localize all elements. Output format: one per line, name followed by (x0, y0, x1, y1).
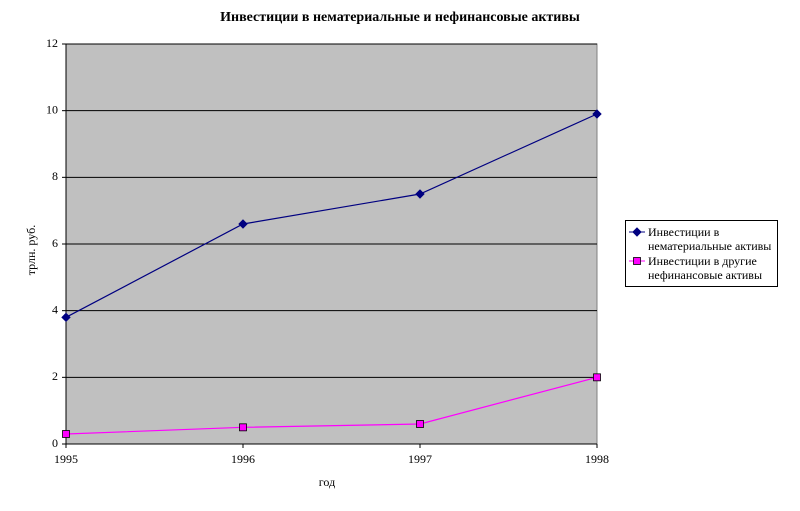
series-line (65, 376, 598, 435)
y-axis-label: трлн. руб. (24, 225, 38, 275)
x-tick-label: 1997 (408, 452, 432, 466)
legend-key (629, 227, 645, 237)
legend-marker (633, 257, 641, 265)
x-tick-label: 1998 (585, 452, 609, 466)
y-tick-label: 12 (46, 36, 58, 50)
y-tick-label: 8 (52, 169, 58, 183)
legend-marker (632, 227, 642, 237)
legend-entry: Инвестиции в нематериальные активы (628, 225, 775, 253)
legend: Инвестиции в нематериальные активы Инвест… (625, 220, 778, 287)
data-point (415, 189, 425, 199)
data-point (593, 373, 601, 382)
chart-title: Инвестиции в нематериальные и нефинансов… (220, 10, 580, 25)
y-tick-label: 0 (52, 436, 58, 450)
y-tick-label: 4 (52, 302, 58, 316)
y-tick-label: 6 (52, 236, 58, 250)
x-tick-label: 1995 (54, 452, 78, 466)
data-point (239, 423, 247, 432)
legend-entry: Инвестиции в другие нефинансовые активы (628, 254, 775, 282)
y-tick-label: 2 (52, 369, 58, 383)
data-point (238, 219, 248, 229)
y-tick-label: 10 (46, 102, 58, 116)
data-point (592, 109, 602, 119)
data-point (61, 312, 71, 323)
data-point (416, 420, 424, 428)
legend-key (629, 257, 645, 265)
series-line (65, 113, 598, 318)
data-point (62, 430, 70, 438)
legend-label: Инвестиции в нематериальные активы (648, 225, 772, 253)
x-tick-label: 1996 (231, 452, 255, 466)
legend-label: Инвестиции в другие нефинансовые активы (648, 254, 763, 282)
x-axis-label: год (319, 475, 335, 489)
